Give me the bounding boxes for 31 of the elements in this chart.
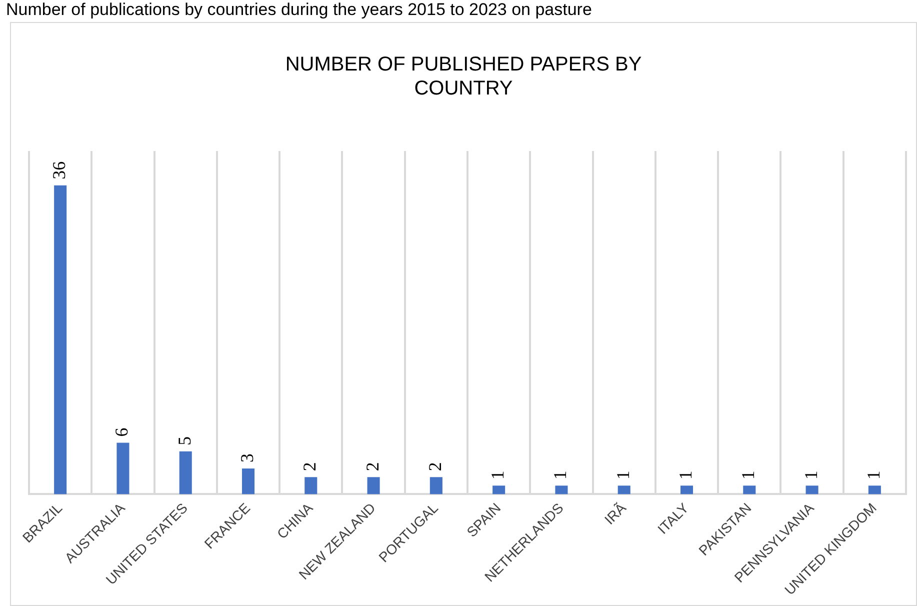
bar (618, 486, 630, 494)
bar (242, 468, 255, 494)
data-label: 1 (675, 470, 696, 480)
data-label: 6 (112, 428, 132, 437)
data-label: 1 (550, 470, 570, 480)
data-label: 2 (424, 462, 445, 472)
bar (54, 185, 67, 494)
bar (680, 486, 694, 494)
data-label: 5 (174, 436, 194, 446)
bar (430, 477, 442, 494)
bar (492, 486, 506, 494)
bar (555, 486, 568, 494)
data-label: 1 (612, 470, 633, 480)
data-label: 1 (800, 470, 821, 480)
chart-title: NUMBER OF PUBLISHED PAPERS BY COUNTRY (285, 54, 642, 100)
bar (304, 477, 318, 494)
bar (868, 486, 881, 494)
bar (116, 442, 130, 494)
text: Number of publications by countries during the years 2015 to 2023 on pasture (5, 0, 593, 20)
data-label: 1 (863, 470, 884, 480)
data-label: 2 (362, 462, 382, 472)
bar (743, 486, 756, 494)
data-label: 1 (738, 470, 758, 480)
data-label: 3 (236, 453, 257, 462)
data-label: 36 (49, 161, 70, 180)
data-label: 2 (300, 462, 320, 472)
bar (806, 486, 818, 494)
data-label: 1 (488, 470, 508, 480)
bar (367, 477, 380, 494)
bar (179, 451, 192, 494)
x-tick-label: IRÃ (601, 499, 630, 528)
